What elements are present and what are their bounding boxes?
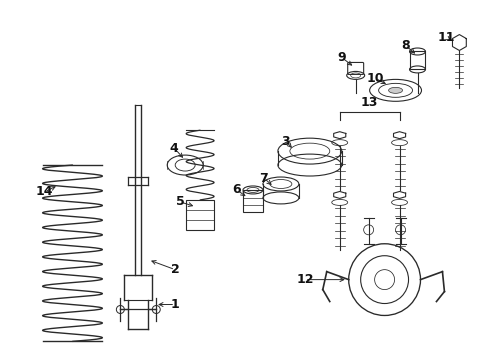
Text: 14: 14 — [36, 185, 53, 198]
Text: 11: 11 — [437, 31, 454, 44]
Text: 2: 2 — [170, 263, 179, 276]
Text: 13: 13 — [360, 96, 378, 109]
Bar — [186, 200, 214, 230]
Text: 4: 4 — [169, 141, 178, 155]
Text: 5: 5 — [176, 195, 184, 208]
Text: 10: 10 — [366, 72, 384, 85]
Text: 9: 9 — [337, 51, 346, 64]
Text: 1: 1 — [170, 298, 179, 311]
Ellipse shape — [388, 87, 402, 93]
Text: 7: 7 — [259, 171, 268, 185]
Bar — [243, 190, 263, 212]
Text: 8: 8 — [401, 39, 409, 52]
Text: 12: 12 — [295, 273, 313, 286]
Text: 6: 6 — [232, 184, 241, 197]
Bar — [408, 51, 425, 69]
Text: 3: 3 — [281, 135, 289, 148]
